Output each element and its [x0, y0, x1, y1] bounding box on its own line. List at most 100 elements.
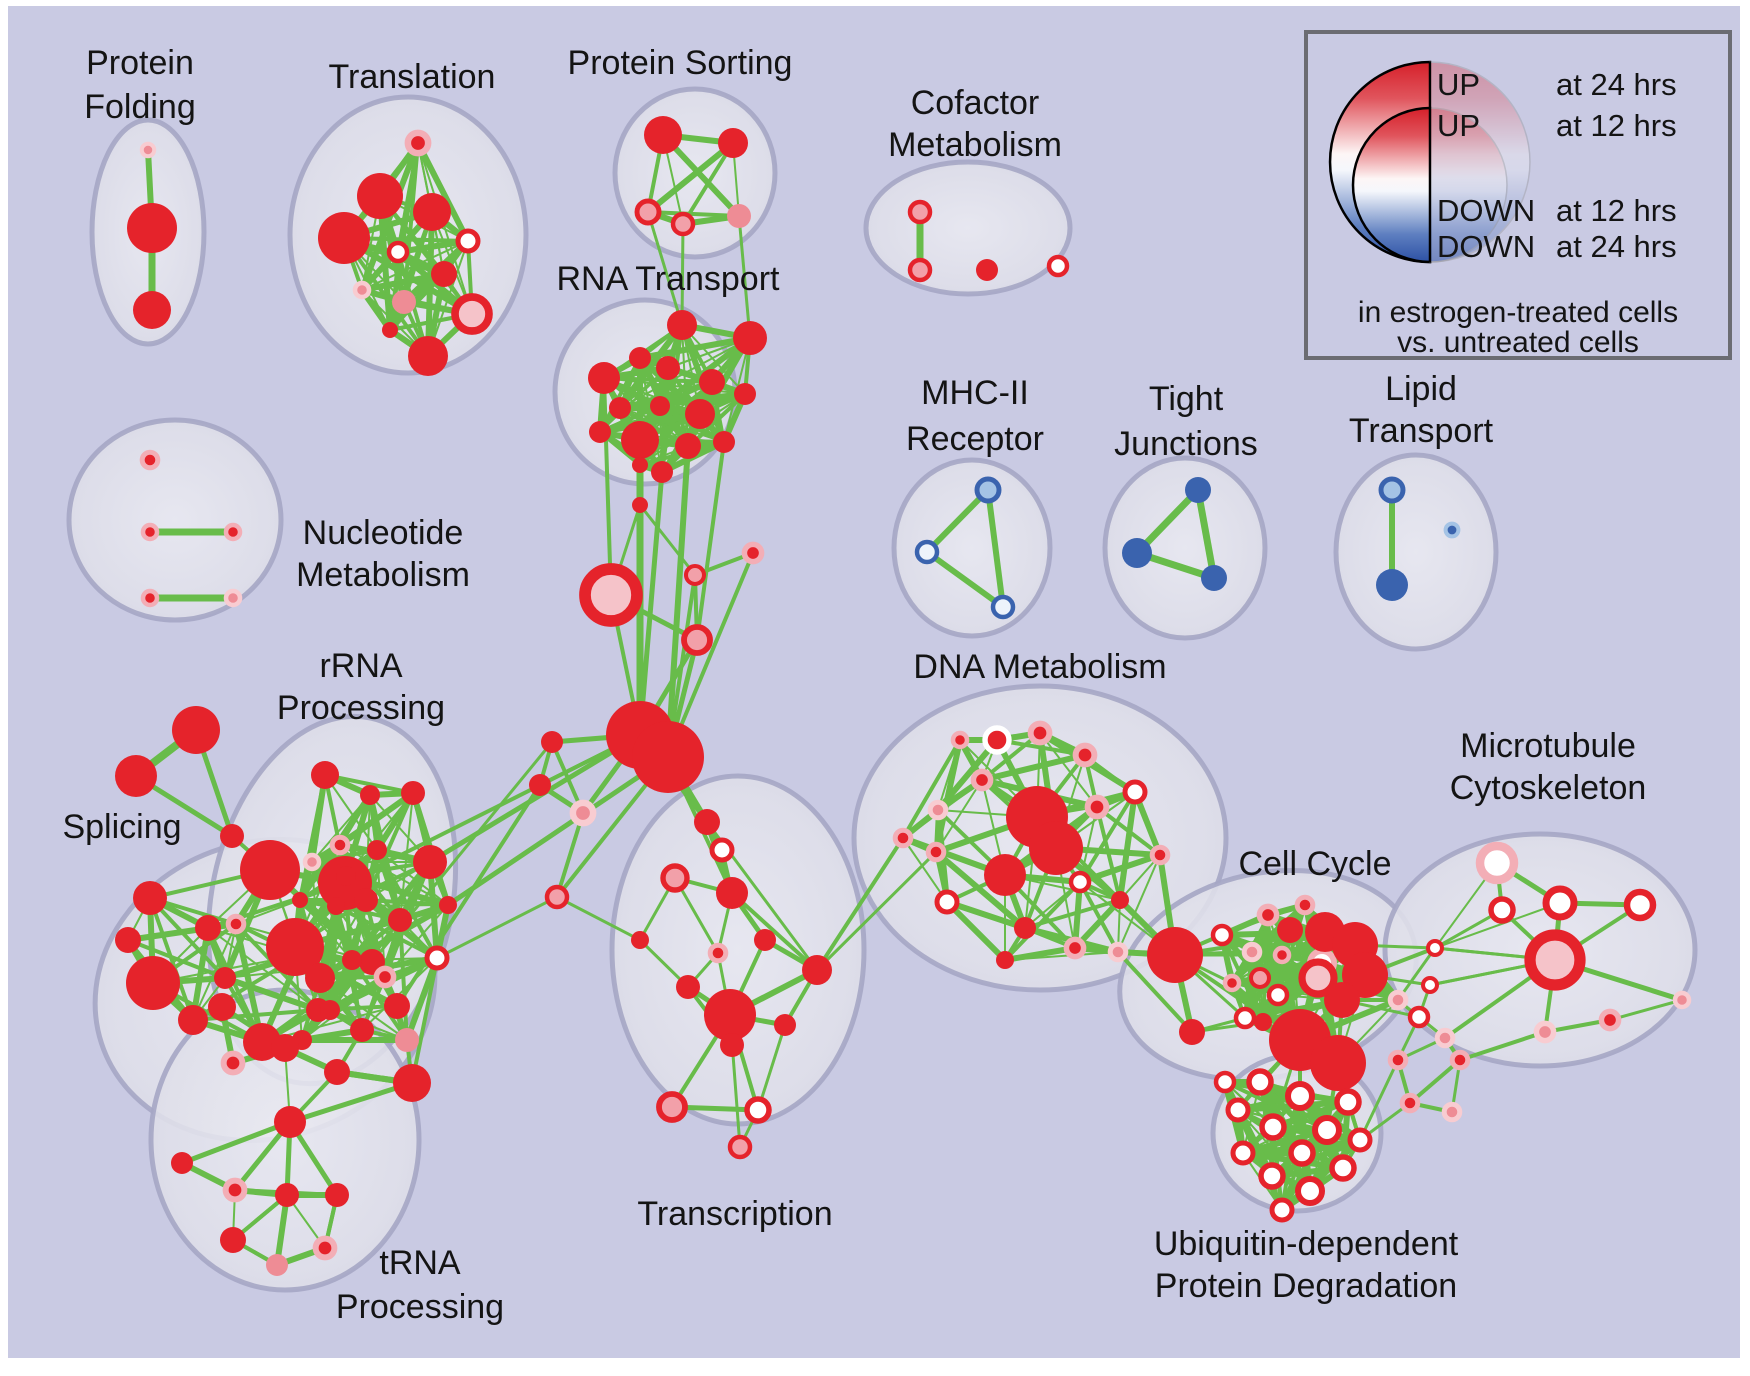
edge-transcription — [756, 1023, 787, 1112]
edge-rrna-processing — [323, 773, 415, 795]
cluster-label-mhc-ii-receptor: MHC-II — [921, 374, 1029, 412]
edge-trna-processing — [179, 1119, 293, 1166]
network-node-mhc-ii-receptor — [914, 539, 940, 565]
network-node-transcription — [660, 863, 690, 893]
edge-rrna-processing — [384, 904, 449, 978]
network-node-rrna-processing — [329, 834, 351, 856]
network-node-microtubule-cytoskeleton — [1441, 1101, 1463, 1123]
edge-bridge — [815, 836, 905, 972]
edge-ubiquitin-degradation — [1223, 1080, 1329, 1132]
edge-cell-cycle — [1220, 933, 1265, 1024]
cluster-label-microtubule-cytoskeleton: Cytoskeleton — [1450, 769, 1647, 807]
edge-tight-junctions — [1194, 486, 1218, 582]
network-node-translation — [392, 290, 416, 314]
network-node-rna-transport — [675, 433, 701, 459]
network-node-cell-cycle — [1233, 1006, 1257, 1030]
network-node-transcription — [744, 1096, 772, 1124]
network-node-transcription — [774, 1014, 796, 1036]
network-node-layer — [115, 116, 1692, 1276]
network-node-rrna-processing — [401, 781, 425, 805]
network-node-cell-cycle — [1310, 1035, 1366, 1091]
network-node-dna-metabolism — [1122, 779, 1148, 805]
network-node-dna-metabolism — [1068, 870, 1092, 894]
network-node-microtubule-cytoskeleton — [1533, 1020, 1557, 1044]
network-node-microtubule-cytoskeleton — [1488, 896, 1516, 924]
cluster-label-splicing: Splicing — [62, 808, 181, 846]
cluster-label-translation: Translation — [329, 58, 496, 96]
network-node-trna-processing — [274, 1106, 306, 1138]
network-node-microtubule-cytoskeleton — [1407, 1005, 1431, 1029]
network-node-splicing — [126, 956, 180, 1010]
edge-dna-metabolism — [944, 899, 1028, 931]
edge-dna-metabolism — [1116, 950, 1194, 1034]
edge-rna-transport — [639, 393, 746, 466]
edge-rrna-processing — [364, 898, 450, 907]
network-node-transcription — [694, 809, 720, 835]
edge-splicing — [233, 921, 265, 1045]
network-node-central-chain — [529, 774, 551, 796]
legend-inner-ring-right-icon — [1429, 107, 1508, 263]
network-node-cell-cycle — [1210, 923, 1234, 947]
edge-splicing — [148, 896, 227, 980]
edge-bridge — [395, 783, 542, 1008]
network-node-microtubule-cytoskeleton — [1399, 1092, 1421, 1114]
network-node-rrna-processing — [354, 888, 378, 912]
network-node-rrna-processing — [320, 1000, 340, 1020]
network-node-trna-processing — [266, 1254, 288, 1276]
network-node-mhc-ii-receptor — [990, 594, 1016, 620]
network-node-dna-metabolism — [970, 768, 994, 792]
network-node-rna-transport — [699, 369, 725, 395]
network-node-microtubule-cytoskeleton — [1421, 976, 1439, 994]
cluster-ellipse-lipid-transport — [1333, 452, 1499, 652]
edge-mhc-ii-receptor — [985, 487, 1006, 610]
cluster-label-nucleotide-metabolism: Metabolism — [296, 556, 470, 594]
network-node-rrna-processing — [395, 1028, 419, 1052]
cluster-label-trna-processing: Processing — [336, 1288, 504, 1326]
legend-row-dir: DOWN — [1437, 229, 1535, 264]
network-node-ubiquitin-degradation — [1213, 1070, 1237, 1094]
legend-row-time: at 12 hrs — [1556, 193, 1677, 228]
edge-dna-metabolism — [979, 752, 1088, 783]
edge-rrna-processing — [350, 958, 409, 1042]
edge-rna-transport — [637, 335, 753, 361]
network-node-rna-transport — [685, 399, 715, 429]
edge-ubiquitin-degradation — [1222, 1079, 1275, 1179]
network-node-rrna-processing — [266, 918, 324, 976]
network-node-rrna-processing — [342, 950, 362, 970]
edge-rrna-processing — [398, 918, 409, 1042]
edge-protein-sorting — [681, 141, 735, 226]
edge-translation — [378, 194, 474, 316]
legend-footnote-line2: vs. untreated cells — [1397, 326, 1639, 359]
edge-dna-metabolism — [902, 837, 948, 903]
network-node-microtubule-cytoskeleton — [1426, 939, 1444, 957]
network-node-rna-transport — [734, 383, 756, 405]
edge-bridge — [815, 850, 938, 972]
edge-dna-metabolism — [933, 849, 1028, 931]
network-node-central-chain — [569, 799, 597, 827]
network-node-microtubule-cytoskeleton — [1524, 929, 1586, 991]
cluster-label-dna-metabolism: DNA Metabolism — [913, 648, 1166, 686]
network-node-transcription — [709, 837, 735, 863]
network-node-cofactor-metabolism — [907, 199, 933, 225]
network-node-trna-processing — [222, 1177, 248, 1203]
network-node-rna-transport — [629, 347, 651, 369]
network-node-dna-metabolism — [925, 841, 947, 863]
network-node-cell-cycle — [1254, 1013, 1272, 1031]
network-node-rna-transport — [651, 461, 673, 483]
network-node-cell-cycle — [1298, 958, 1338, 998]
network-node-rrna-processing — [292, 892, 308, 908]
network-node-rna-transport — [650, 396, 670, 416]
edge-dna-metabolism — [1095, 805, 1122, 902]
network-node-rrna-processing — [305, 963, 335, 993]
edge-microtubule-cytoskeleton — [1408, 1058, 1462, 1105]
network-node-translation — [413, 193, 451, 231]
network-node-ubiquitin-degradation — [1312, 1115, 1342, 1145]
edge-translation — [389, 251, 399, 331]
network-node-tight-junctions — [1122, 538, 1152, 568]
edge-bridge — [737, 214, 752, 340]
edge-rna-transport — [597, 411, 703, 435]
network-node-nucleotide-metabolism — [140, 588, 160, 608]
edge-bridge — [646, 210, 684, 327]
network-node-cofactor-metabolism — [907, 257, 933, 283]
